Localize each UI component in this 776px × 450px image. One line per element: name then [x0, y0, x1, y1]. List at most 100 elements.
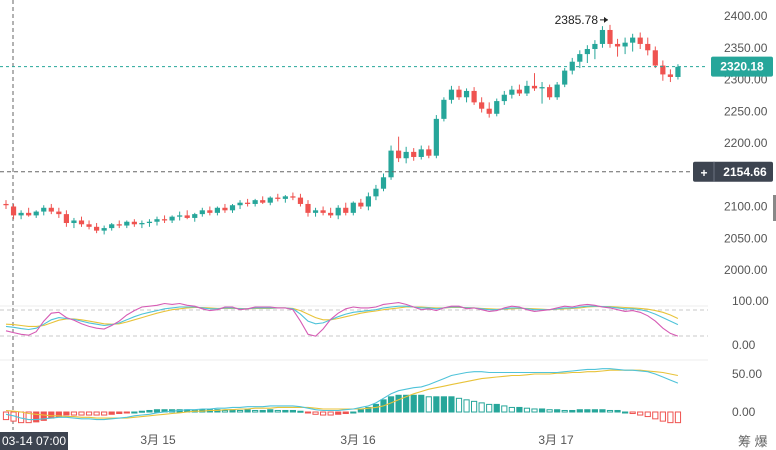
candle-body: [192, 214, 198, 218]
candle-body: [48, 207, 54, 212]
candle-body: [667, 74, 673, 77]
macd-tick-label: 0.00: [732, 405, 756, 419]
macd-histogram-bar: [244, 409, 251, 413]
candle-body: [18, 212, 24, 216]
candle-body: [78, 220, 85, 225]
x-tick-label: 3月 17: [538, 433, 574, 447]
macd-histogram-bar: [2, 411, 10, 421]
macd-histogram-bar: [63, 411, 70, 416]
macd-histogram-bar: [508, 406, 515, 413]
macd-histogram-bar: [463, 399, 470, 413]
candle-body: [652, 50, 658, 66]
macd-histogram-bar: [554, 409, 561, 413]
macd-histogram-bar: [425, 396, 432, 413]
macd-histogram-bar: [350, 411, 357, 414]
crosshair-plus-icon: +: [700, 166, 707, 180]
macd-histogram-bar: [387, 396, 395, 413]
candle-body: [86, 224, 92, 227]
candle-body: [501, 94, 507, 102]
candle-body: [3, 203, 9, 206]
candle-body: [328, 212, 334, 216]
candle-body: [358, 202, 364, 207]
macd-histogram-bar: [335, 411, 342, 415]
candle-body: [177, 215, 183, 217]
macd-histogram-bar: [531, 408, 538, 413]
candle-body: [426, 149, 432, 156]
candle-body: [10, 206, 17, 216]
high-arrowhead: [604, 16, 608, 23]
candle-body: [237, 202, 243, 206]
candle-body: [584, 49, 590, 55]
macd-histogram-bar: [471, 400, 478, 413]
macd-histogram-bar: [101, 411, 108, 416]
candle-body: [524, 85, 530, 94]
candle-body: [207, 210, 213, 213]
candle-body: [222, 207, 228, 211]
candle-body: [184, 215, 190, 218]
macd-histogram-bar: [78, 411, 85, 416]
candle-body: [448, 89, 455, 100]
macd-histogram-bar: [614, 409, 621, 413]
crosshair-date-label: 03-14 07:00: [2, 434, 66, 448]
kdj-j-line: [5, 302, 679, 337]
macd-histogram-bar: [440, 396, 447, 413]
candle-body: [509, 89, 515, 95]
macd-histogram-bar: [395, 394, 402, 413]
candle-body: [660, 65, 666, 75]
macd-histogram-bar: [637, 411, 644, 416]
macd-histogram-bar: [659, 411, 666, 422]
candle-body: [343, 207, 349, 213]
scroll-handle: [773, 195, 776, 221]
corner-label: 筹 爆: [738, 434, 768, 449]
candle-body: [154, 219, 160, 222]
macd-histogram-bar: [267, 409, 274, 413]
candle-body: [547, 87, 553, 98]
macd-histogram-bar: [561, 409, 568, 413]
crosshair-price-badge: [693, 161, 773, 182]
macd-histogram-bar: [599, 409, 606, 413]
macd-histogram-bar: [433, 396, 440, 413]
candle-body: [411, 151, 417, 157]
macd-histogram-bar: [546, 409, 553, 413]
macd-histogram-bar: [116, 411, 123, 415]
macd-histogram-bar: [629, 411, 636, 415]
candle-body: [146, 221, 153, 224]
candle-body: [614, 43, 621, 47]
candle-body: [403, 151, 409, 159]
candle-body: [116, 224, 122, 226]
macd-histogram-bar: [289, 409, 296, 413]
macd-histogram-bar: [93, 411, 100, 416]
macd-histogram-bar: [674, 411, 682, 424]
candle-body: [441, 99, 447, 119]
macd-histogram-bar: [304, 411, 312, 414]
macd-indicator: [2, 368, 682, 424]
macd-histogram-bar: [448, 396, 455, 413]
macd-histogram-bar: [236, 409, 244, 413]
candle-body: [275, 197, 281, 199]
macd-histogram-bar: [108, 411, 115, 415]
macd-histogram-bar: [622, 411, 629, 414]
macd-histogram-bar: [516, 406, 523, 413]
candle-body: [63, 214, 69, 224]
candle-body: [214, 207, 220, 213]
high-annotation: 2385.78: [555, 13, 599, 27]
candle-body: [139, 223, 145, 225]
candle-body: [245, 202, 251, 204]
candle-body: [101, 228, 107, 231]
macd-histogram-bar: [259, 409, 266, 413]
candle-body: [109, 224, 115, 229]
candle-body: [267, 197, 273, 203]
macd-histogram-bar: [372, 403, 380, 413]
candle-body: [479, 102, 485, 109]
macd-histogram-bar: [55, 411, 62, 418]
candle-body: [365, 196, 371, 207]
candle-body: [26, 212, 32, 216]
candle-body: [471, 90, 477, 103]
candle-body: [630, 37, 636, 43]
candle-body: [388, 150, 394, 178]
candle-body: [577, 54, 583, 62]
macd-histogram-bar: [297, 410, 304, 413]
candle-body: [320, 210, 326, 213]
candle-body: [305, 203, 311, 213]
